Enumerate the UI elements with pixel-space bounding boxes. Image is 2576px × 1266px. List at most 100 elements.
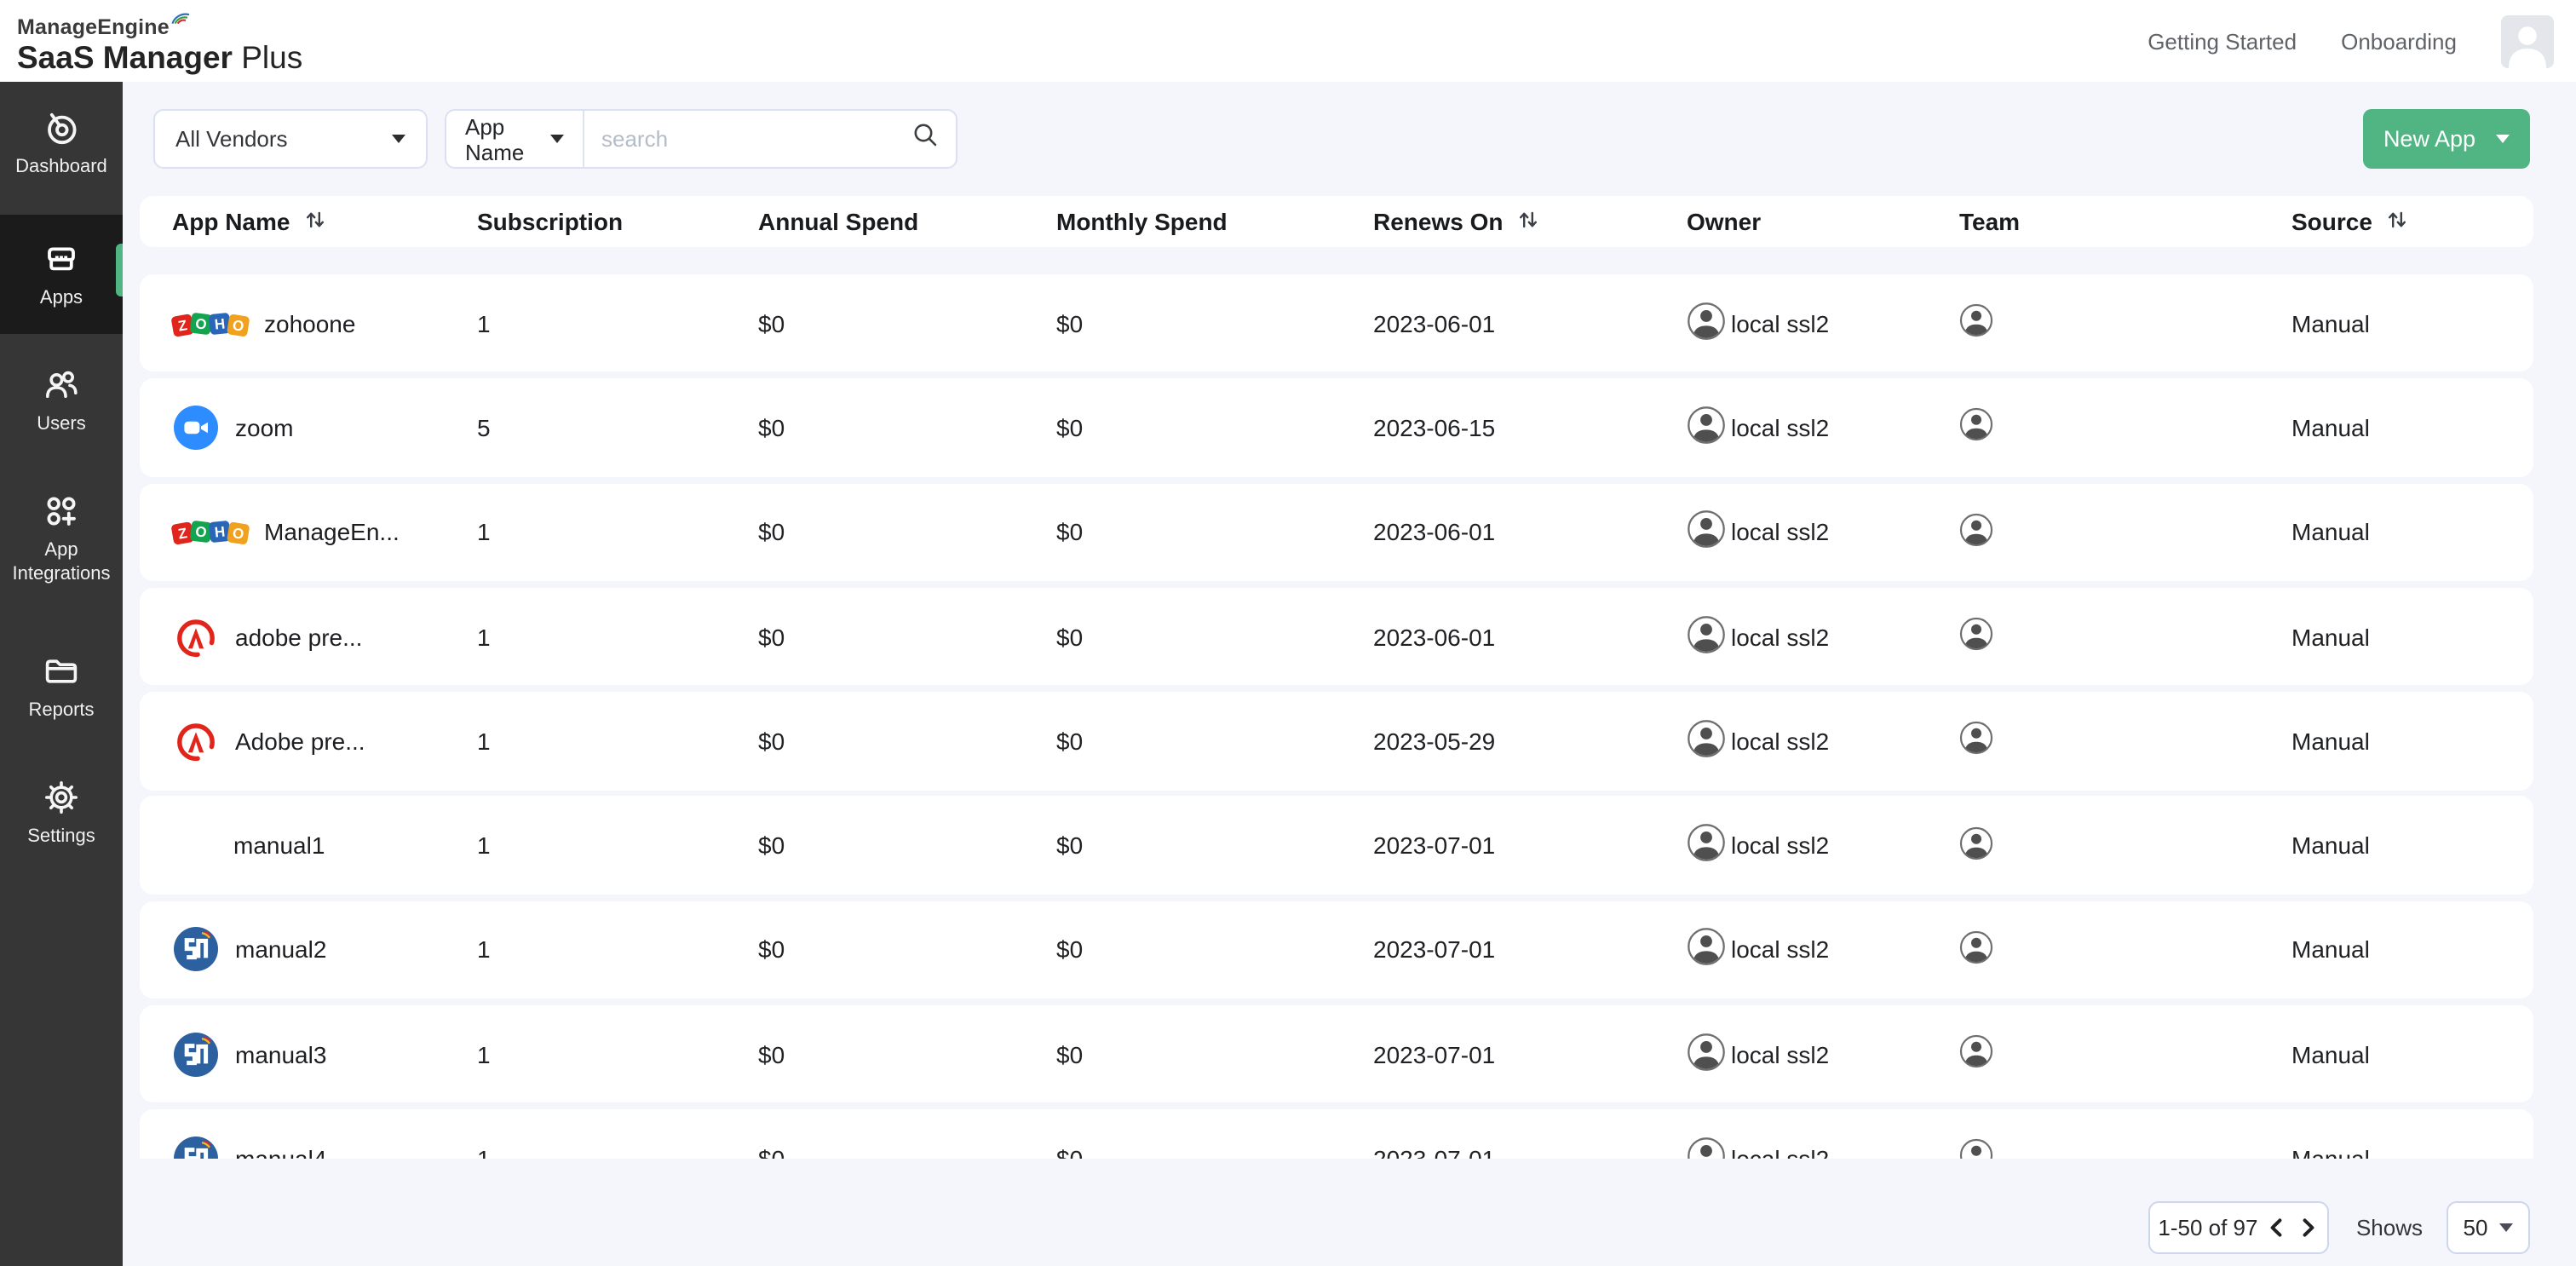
sidebar-item-apps[interactable]: Apps (0, 215, 123, 334)
search-icon[interactable] (911, 121, 939, 157)
annual-spend: $0 (758, 935, 785, 964)
column-header[interactable]: Source (2291, 208, 2533, 235)
renews-on-date: 2023-05-29 (1373, 727, 1496, 755)
owner-avatar-icon (1687, 406, 1726, 450)
column-header[interactable]: Annual Spend (758, 208, 1056, 235)
sort-icon[interactable] (305, 208, 325, 235)
onboarding-link[interactable]: Onboarding (2341, 28, 2457, 54)
vendor-filter-select[interactable]: All Vendors (153, 109, 428, 169)
sidebar-item-settings[interactable]: Settings (0, 753, 123, 872)
owner-name: local ssl2 (1731, 727, 1830, 755)
column-header[interactable]: Owner (1687, 208, 1959, 235)
sidebar-item-app-integrations[interactable]: App Integrations (0, 467, 123, 610)
user-avatar[interactable] (2501, 14, 2554, 67)
saas-manager-logo-icon (172, 1135, 220, 1159)
search-combo: App Name (445, 109, 957, 169)
owner-name: local ssl2 (1731, 518, 1830, 546)
owner-avatar-icon (1687, 301, 1726, 345)
source-value: Manual (2291, 309, 2370, 337)
annual-spend: $0 (758, 623, 785, 651)
storefront-icon (41, 239, 82, 279)
source-value: Manual (2291, 832, 2370, 860)
table-header: App Name Subscription Annual Spend Month… (140, 196, 2533, 247)
column-header[interactable]: App Name (172, 208, 477, 235)
source-value: Manual (2291, 935, 2370, 964)
owner-avatar-icon (1687, 1137, 1726, 1159)
renews-on-date: 2023-07-01 (1373, 935, 1496, 964)
column-header[interactable]: Team (1959, 208, 2291, 235)
brand-product-suffix: Plus (232, 38, 303, 75)
team-avatar-icon (1959, 722, 1993, 761)
monthly-spend: $0 (1056, 623, 1084, 651)
dashboard-gauge-icon (41, 107, 82, 148)
monthly-spend: $0 (1056, 832, 1084, 860)
search-column-select[interactable]: App Name (446, 111, 584, 167)
app-name: ManageEn... (264, 518, 400, 546)
sidebar-item-label: App Integrations (12, 540, 111, 584)
source-value: Manual (2291, 623, 2370, 651)
team-avatar-icon (1959, 1034, 1993, 1073)
search-input[interactable] (601, 126, 901, 152)
team-avatar-icon (1959, 930, 1993, 970)
topbar: ManageEngine SaaS Manager Plus Getting S… (0, 0, 2576, 82)
manageengine-swoosh-icon (171, 8, 192, 32)
pagination-range-box[interactable]: 1-50 of 97 (2148, 1201, 2329, 1254)
source-value: Manual (2291, 1040, 2370, 1068)
sidebar-item-dashboard[interactable]: Dashboard (0, 89, 123, 198)
vendor-filter-value: All Vendors (175, 126, 288, 152)
column-header-label: Owner (1687, 208, 1762, 235)
pagination-bar: 1-50 of 97 Shows 50 (123, 1201, 2576, 1254)
sidebar-item-label: Settings (27, 826, 95, 847)
column-header[interactable]: Renews On (1373, 208, 1687, 235)
prev-page-icon[interactable] (2266, 1217, 2288, 1239)
column-header-label: Annual Spend (758, 208, 919, 235)
chevron-down-icon (2499, 1223, 2514, 1232)
app-name: manual3 (235, 1040, 327, 1068)
search-column-value: App Name (465, 113, 525, 164)
annual-spend: $0 (758, 518, 785, 546)
subscription-count: 1 (477, 1040, 491, 1068)
annual-spend: $0 (758, 309, 785, 337)
column-header-label: App Name (172, 208, 290, 235)
team-avatar-icon (1959, 408, 1993, 447)
column-header-label: Subscription (477, 208, 624, 235)
column-header-label: Monthly Spend (1056, 208, 1228, 235)
sort-icon[interactable] (2388, 208, 2408, 235)
app-name: manual2 (235, 935, 327, 964)
sidebar-item-users[interactable]: Users (0, 341, 123, 460)
app-name: manual4 (235, 1144, 327, 1159)
next-page-icon[interactable] (2297, 1217, 2319, 1239)
team-avatar-icon (1959, 1139, 1993, 1159)
column-header[interactable]: Subscription (477, 208, 758, 235)
chevron-down-icon (392, 135, 405, 143)
app-integrations-icon (41, 492, 82, 532)
new-app-button[interactable]: New App (2363, 109, 2530, 169)
page-size-select[interactable]: 50 (2447, 1201, 2530, 1254)
sort-icon[interactable] (1519, 208, 1539, 235)
app-name: zoom (235, 413, 294, 441)
column-header[interactable]: Monthly Spend (1056, 208, 1373, 235)
renews-on-date: 2023-07-01 (1373, 1040, 1496, 1068)
owner-avatar-icon (1687, 823, 1726, 867)
annual-spend: $0 (758, 1144, 785, 1159)
sidebar-item-reports[interactable]: Reports (0, 627, 123, 746)
annual-spend: $0 (758, 413, 785, 441)
getting-started-link[interactable]: Getting Started (2148, 28, 2297, 54)
topbar-right: Getting Started Onboarding (2148, 14, 2554, 67)
team-avatar-icon (1959, 513, 1993, 552)
owner-name: local ssl2 (1731, 309, 1830, 337)
search-box (584, 111, 956, 167)
owner-avatar-icon (1687, 614, 1726, 659)
active-indicator (116, 244, 123, 296)
